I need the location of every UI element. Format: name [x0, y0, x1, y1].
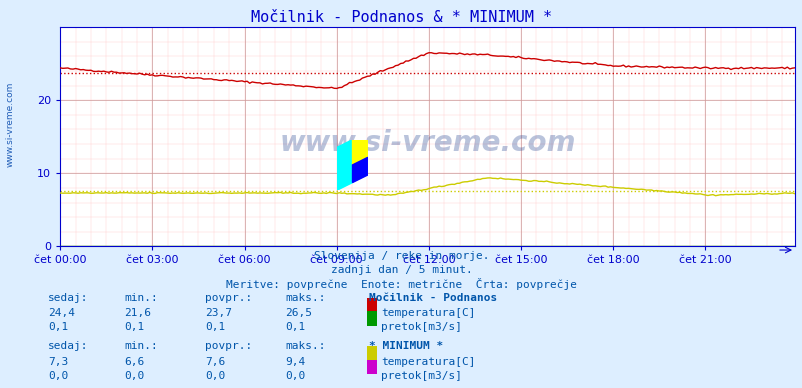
Text: 0,0: 0,0 [124, 371, 144, 381]
Text: * MINIMUM *: * MINIMUM * [369, 341, 443, 352]
Text: 9,4: 9,4 [285, 357, 305, 367]
Text: Meritve: povprečne  Enote: metrične  Črta: povprečje: Meritve: povprečne Enote: metrične Črta:… [225, 278, 577, 290]
Text: 0,1: 0,1 [124, 322, 144, 332]
Text: temperatura[C]: temperatura[C] [381, 308, 476, 319]
Text: pretok[m3/s]: pretok[m3/s] [381, 322, 462, 332]
Text: pretok[m3/s]: pretok[m3/s] [381, 371, 462, 381]
Text: temperatura[C]: temperatura[C] [381, 357, 476, 367]
Polygon shape [352, 158, 367, 183]
Text: 0,1: 0,1 [285, 322, 305, 332]
Text: min.:: min.: [124, 293, 158, 303]
Text: www.si-vreme.com: www.si-vreme.com [279, 129, 575, 158]
Text: 7,3: 7,3 [48, 357, 68, 367]
Text: 0,1: 0,1 [48, 322, 68, 332]
Text: povpr.:: povpr.: [205, 293, 252, 303]
Text: povpr.:: povpr.: [205, 341, 252, 352]
Polygon shape [337, 140, 352, 190]
Text: Močilnik - Podnanos & * MINIMUM *: Močilnik - Podnanos & * MINIMUM * [250, 10, 552, 25]
Text: maks.:: maks.: [285, 293, 325, 303]
Text: www.si-vreme.com: www.si-vreme.com [6, 81, 15, 167]
Text: 23,7: 23,7 [205, 308, 232, 319]
Text: 24,4: 24,4 [48, 308, 75, 319]
Text: 0,1: 0,1 [205, 322, 225, 332]
Text: maks.:: maks.: [285, 341, 325, 352]
Text: zadnji dan / 5 minut.: zadnji dan / 5 minut. [330, 265, 472, 275]
Polygon shape [352, 140, 367, 165]
Text: 7,6: 7,6 [205, 357, 225, 367]
Text: Močilnik - Podnanos: Močilnik - Podnanos [369, 293, 497, 303]
Text: 0,0: 0,0 [285, 371, 305, 381]
Text: 21,6: 21,6 [124, 308, 152, 319]
Text: min.:: min.: [124, 341, 158, 352]
Text: 0,0: 0,0 [48, 371, 68, 381]
Text: sedaj:: sedaj: [48, 341, 88, 352]
Text: sedaj:: sedaj: [48, 293, 88, 303]
Text: 0,0: 0,0 [205, 371, 225, 381]
Text: 26,5: 26,5 [285, 308, 312, 319]
Text: Slovenija / reke in morje.: Slovenija / reke in morje. [314, 251, 488, 262]
Text: 6,6: 6,6 [124, 357, 144, 367]
